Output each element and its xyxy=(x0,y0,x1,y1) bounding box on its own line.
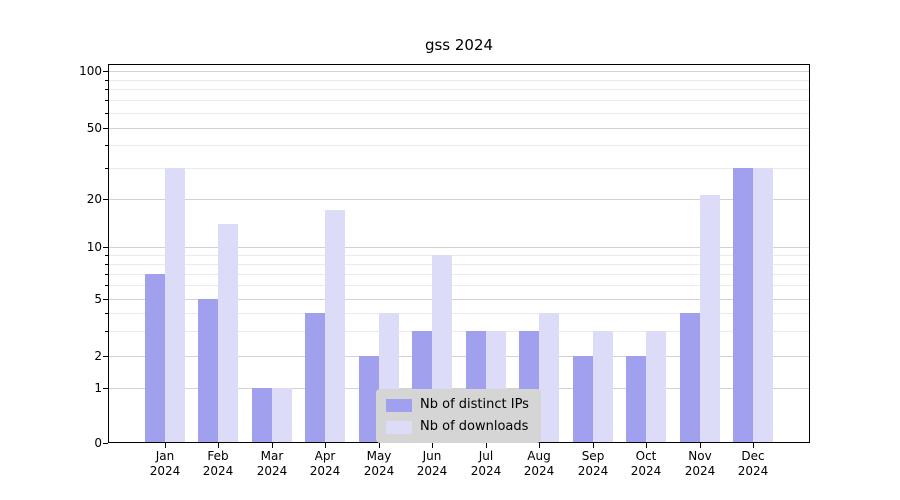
bar-distinct-ips-oct xyxy=(626,356,646,443)
x-tick-mark xyxy=(432,443,433,448)
gridline-major xyxy=(108,128,810,129)
gridline-minor xyxy=(108,254,810,256)
x-tick-label: Jul 2024 xyxy=(470,449,502,478)
legend-label-downloads: Nb of downloads xyxy=(420,419,529,434)
y-tick-label: 0 xyxy=(94,436,102,450)
bar-downloads-dec xyxy=(753,167,773,443)
y-tick-mark xyxy=(103,128,108,129)
gridline-minor xyxy=(108,89,810,91)
bar-distinct-ips-jan xyxy=(145,273,165,443)
y-tick-label: 1 xyxy=(94,381,102,395)
bar-distinct-ips-sep xyxy=(573,356,593,443)
x-tick-mark xyxy=(325,443,326,448)
x-tick-label: Dec 2024 xyxy=(737,449,769,478)
y-tick-mark xyxy=(103,356,108,357)
x-tick-label: Jan 2024 xyxy=(149,449,181,478)
bar-downloads-sep xyxy=(593,330,613,443)
legend-label-distinct-ips: Nb of distinct IPs xyxy=(420,397,529,412)
gridline-minor xyxy=(108,285,810,287)
gridline-minor xyxy=(108,145,810,147)
legend: Nb of distinct IPs Nb of downloads xyxy=(376,389,541,443)
x-tick-label: Nov 2024 xyxy=(684,449,716,478)
y-tick-mark xyxy=(103,71,108,72)
y-minor-tick-mark xyxy=(105,100,108,101)
y-tick-mark xyxy=(103,388,108,389)
gridline-minor xyxy=(108,79,810,81)
x-tick-label: Sep 2024 xyxy=(577,449,609,478)
y-minor-tick-mark xyxy=(105,274,108,275)
y-tick-label: 20 xyxy=(86,192,102,206)
y-tick-label: 50 xyxy=(86,121,102,135)
y-tick-label: 5 xyxy=(94,292,102,306)
x-tick-mark xyxy=(165,443,166,448)
legend-swatch-distinct-ips xyxy=(386,398,412,412)
gridline-minor xyxy=(108,312,810,314)
bar-distinct-ips-may xyxy=(359,356,379,443)
gridline-minor xyxy=(108,113,810,114)
x-tick-mark xyxy=(539,443,540,448)
x-tick-mark xyxy=(379,443,380,448)
legend-swatch-downloads xyxy=(386,420,412,434)
gridline-minor xyxy=(108,263,810,265)
bar-distinct-ips-dec xyxy=(733,167,753,443)
bar-distinct-ips-nov xyxy=(680,312,700,443)
x-tick-label: Jun 2024 xyxy=(416,449,448,478)
x-tick-label: Oct 2024 xyxy=(630,449,662,478)
gridline-minor xyxy=(108,330,810,332)
y-minor-tick-mark xyxy=(105,331,108,332)
y-minor-tick-mark xyxy=(105,89,108,90)
bar-downloads-apr xyxy=(325,210,345,443)
plot-area xyxy=(108,64,810,443)
legend-item-downloads: Nb of downloads xyxy=(386,419,529,435)
x-tick-label: Feb 2024 xyxy=(202,449,234,478)
y-tick-mark xyxy=(103,443,108,444)
x-tick-label: Aug 2024 xyxy=(523,449,555,478)
x-tick-mark xyxy=(272,443,273,448)
x-tick-mark xyxy=(218,443,219,448)
x-tick-mark xyxy=(753,443,754,448)
gridline-minor xyxy=(108,273,810,275)
gridline-major xyxy=(108,247,810,248)
bar-downloads-jan xyxy=(165,167,185,443)
y-minor-tick-mark xyxy=(105,80,108,81)
bar-distinct-ips-mar xyxy=(252,388,272,443)
y-minor-tick-mark xyxy=(105,313,108,314)
bar-distinct-ips-feb xyxy=(198,299,218,443)
x-tick-label: Apr 2024 xyxy=(309,449,341,478)
x-tick-label: Mar 2024 xyxy=(256,449,288,478)
chart-title: gss 2024 xyxy=(424,36,494,54)
y-minor-tick-mark xyxy=(105,168,108,169)
y-tick-label: 10 xyxy=(86,240,102,254)
bar-downloads-feb xyxy=(218,223,238,443)
y-tick-mark xyxy=(103,247,108,248)
bar-downloads-oct xyxy=(646,330,666,443)
y-minor-tick-mark xyxy=(105,145,108,146)
bar-downloads-nov xyxy=(700,195,720,443)
gridline-minor xyxy=(108,167,810,169)
x-tick-label: May 2024 xyxy=(363,449,395,478)
x-tick-mark xyxy=(486,443,487,448)
gridline-major xyxy=(108,356,810,357)
gridline-major xyxy=(108,199,810,200)
bar-downloads-mar xyxy=(272,388,292,443)
gridline-major xyxy=(108,388,810,389)
y-minor-tick-mark xyxy=(105,113,108,114)
y-tick-label: 2 xyxy=(94,349,102,363)
gridline-major xyxy=(108,299,810,300)
y-minor-tick-mark xyxy=(105,285,108,286)
gridline-major xyxy=(108,71,810,72)
y-minor-tick-mark xyxy=(105,255,108,256)
y-tick-mark xyxy=(103,299,108,300)
legend-item-distinct-ips: Nb of distinct IPs xyxy=(386,397,529,413)
bar-downloads-aug xyxy=(539,312,559,443)
gridline-minor xyxy=(108,100,810,102)
bar-distinct-ips-apr xyxy=(305,312,325,443)
x-tick-mark xyxy=(700,443,701,448)
x-tick-mark xyxy=(593,443,594,448)
y-tick-mark xyxy=(103,199,108,200)
x-tick-mark xyxy=(646,443,647,448)
y-minor-tick-mark xyxy=(105,264,108,265)
y-tick-label: 100 xyxy=(79,64,102,78)
